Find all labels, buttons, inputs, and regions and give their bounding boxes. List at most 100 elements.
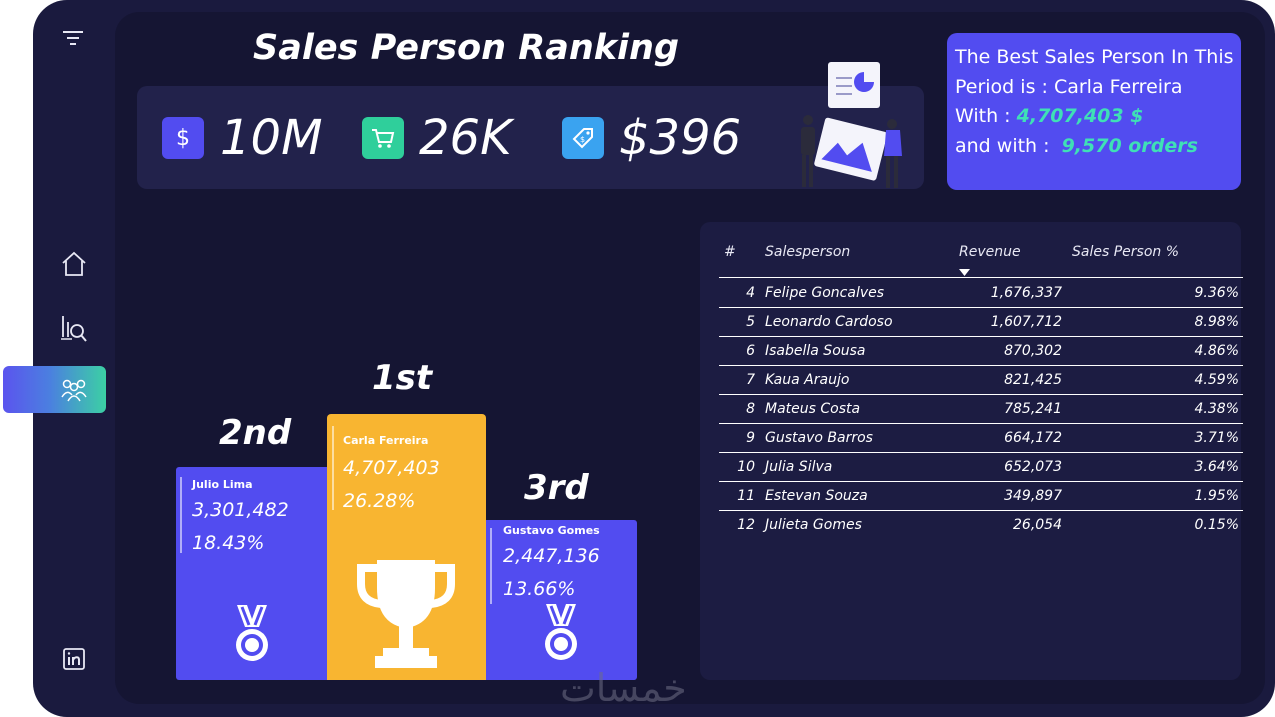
table-cell-percent: 0.15% <box>1194 517 1239 533</box>
ranking-table-panel <box>700 222 1241 680</box>
table-cell-rank: 5 <box>746 314 755 330</box>
row-divider <box>719 452 1243 453</box>
podium-second-revenue: 3,301,482 <box>192 499 289 521</box>
column-header-percent[interactable]: Sales Person % <box>1072 244 1180 260</box>
table-row[interactable]: 4 Felipe Goncalves 1,676,337 9.36% <box>719 279 1243 308</box>
price-tag-icon: $ <box>562 117 604 159</box>
team-icon <box>60 377 88 408</box>
home-icon[interactable] <box>60 250 88 278</box>
table-cell-revenue: 1,676,337 <box>990 285 1062 301</box>
best-revenue-line: With : 4,707,403 $ <box>955 105 1143 127</box>
table-cell-percent: 4.59% <box>1194 372 1239 388</box>
best-line-2: Period is : Carla Ferreira <box>955 76 1183 98</box>
kpi-revenue-value: 10M <box>220 110 323 166</box>
filter-icon[interactable] <box>62 30 84 48</box>
best-salesperson-card: The Best Sales Person In This Period is … <box>947 33 1241 190</box>
table-cell-salesperson: Julia Silva <box>765 459 833 475</box>
podium-second: Julio Lima 3,301,482 18.43% <box>176 467 329 680</box>
table-cell-rank: 10 <box>737 459 755 475</box>
table-cell-rank: 8 <box>746 401 755 417</box>
table-cell-rank: 6 <box>746 343 755 359</box>
table-cell-revenue: 652,073 <box>1004 459 1062 475</box>
page-title: Sales Person Ranking <box>253 28 679 68</box>
table-row[interactable]: 5 Leonardo Cardoso 1,607,712 8.98% <box>719 308 1243 337</box>
table-row[interactable]: 7 Kaua Araujo 821,425 4.59% <box>719 366 1243 395</box>
podium-divider <box>180 477 182 553</box>
watermark: خمسات <box>560 666 687 710</box>
table-row[interactable]: 10 Julia Silva 652,073 3.64% <box>719 453 1243 482</box>
table-cell-salesperson: Kaua Araujo <box>765 372 850 388</box>
kpi-orders-value: 26K <box>419 110 512 166</box>
podium-first: Carla Ferreira 4,707,403 26.28% <box>327 414 486 680</box>
table-cell-salesperson: Isabella Sousa <box>765 343 866 359</box>
table-cell-salesperson: Leonardo Cardoso <box>765 314 893 330</box>
podium-first-percent: 26.28% <box>343 490 416 512</box>
dollar-icon: $ <box>162 117 204 159</box>
analytics-icon[interactable] <box>60 313 88 343</box>
column-header-salesperson[interactable]: Salesperson <box>765 244 851 260</box>
podium-divider <box>490 528 492 604</box>
rank-1st-label: 1st <box>372 358 433 398</box>
medal-icon <box>231 603 273 670</box>
table-cell-percent: 4.38% <box>1194 401 1239 417</box>
podium-third-percent: 13.66% <box>503 578 576 600</box>
row-divider <box>719 394 1243 395</box>
row-divider <box>719 365 1243 366</box>
table-cell-salesperson: Julieta Gomes <box>765 517 862 533</box>
table-cell-rank: 12 <box>737 517 755 533</box>
table-cell-salesperson: Felipe Goncalves <box>765 285 885 301</box>
table-row[interactable]: 11 Estevan Souza 349,897 1.95% <box>719 482 1243 511</box>
table-cell-revenue: 664,172 <box>1004 430 1062 446</box>
linkedin-icon[interactable] <box>63 648 85 670</box>
table-cell-rank: 11 <box>737 488 755 504</box>
column-header-revenue[interactable]: Revenue <box>959 244 1021 260</box>
kpi-avg-value: $396 <box>619 110 742 166</box>
table-cell-percent: 8.98% <box>1194 314 1239 330</box>
row-divider <box>719 423 1243 424</box>
table-cell-revenue: 26,054 <box>1013 517 1062 533</box>
table-cell-salesperson: Gustavo Barros <box>765 430 873 446</box>
presentation-illustration <box>796 60 912 197</box>
medal-icon <box>540 602 582 669</box>
trophy-icon <box>355 554 457 675</box>
table-cell-revenue: 870,302 <box>1004 343 1062 359</box>
svg-text:$: $ <box>580 135 585 144</box>
table-cell-salesperson: Mateus Costa <box>765 401 861 417</box>
table-row[interactable]: 8 Mateus Costa 785,241 4.38% <box>719 395 1243 424</box>
table-row[interactable]: 6 Isabella Sousa 870,302 4.86% <box>719 337 1243 366</box>
row-divider <box>719 336 1243 337</box>
table-cell-percent: 3.64% <box>1194 459 1239 475</box>
table-cell-percent: 9.36% <box>1194 285 1239 301</box>
rank-3rd-label: 3rd <box>524 468 589 508</box>
header-divider <box>719 277 1243 278</box>
best-orders-line: and with : 9,570 orders <box>955 135 1198 157</box>
table-cell-percent: 1.95% <box>1194 488 1239 504</box>
podium-third-revenue: 2,447,136 <box>503 545 600 567</box>
best-revenue-prefix: With : <box>955 105 1017 127</box>
podium-divider <box>332 426 334 510</box>
row-divider <box>719 481 1243 482</box>
table-row[interactable]: 12 Julieta Gomes 26,054 0.15% <box>719 511 1243 540</box>
best-revenue-value: 4,707,403 $ <box>1016 105 1144 127</box>
podium-second-percent: 18.43% <box>192 532 265 554</box>
table-cell-revenue: 1,607,712 <box>990 314 1062 330</box>
kpi-bar <box>137 86 924 189</box>
table-cell-percent: 3.71% <box>1194 430 1239 446</box>
podium-second-name: Julio Lima <box>192 478 253 491</box>
sidebar-item-team-active[interactable] <box>3 366 106 413</box>
row-divider <box>719 307 1243 308</box>
podium-third-name: Gustavo Gomes <box>503 524 600 537</box>
table-cell-rank: 4 <box>746 285 755 301</box>
table-cell-revenue: 821,425 <box>1004 372 1062 388</box>
table-cell-revenue: 349,897 <box>1004 488 1062 504</box>
best-orders-value: 9,570 orders <box>1061 135 1198 157</box>
row-divider <box>719 510 1243 511</box>
table-cell-salesperson: Estevan Souza <box>765 488 868 504</box>
table-cell-percent: 4.86% <box>1194 343 1239 359</box>
sort-desc-icon[interactable] <box>959 263 970 281</box>
podium-third: Gustavo Gomes 2,447,136 13.66% <box>486 520 637 680</box>
column-header-rank[interactable]: # <box>724 244 736 260</box>
table-cell-rank: 7 <box>746 372 755 388</box>
table-row[interactable]: 9 Gustavo Barros 664,172 3.71% <box>719 424 1243 453</box>
podium-first-revenue: 4,707,403 <box>343 457 440 479</box>
